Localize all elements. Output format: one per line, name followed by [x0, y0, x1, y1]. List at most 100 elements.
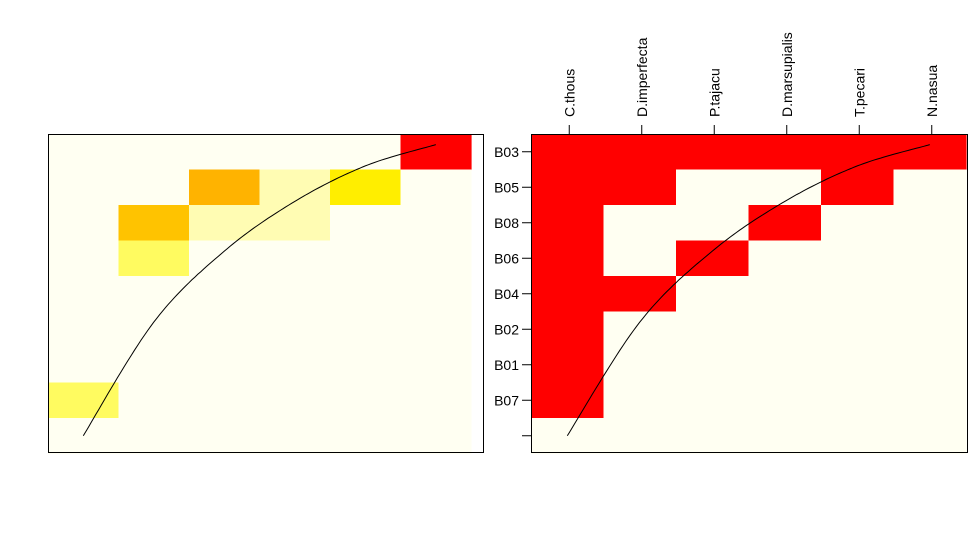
y-tick-label: B06	[494, 250, 519, 266]
heatmap-cell	[893, 205, 967, 242]
heatmap-cell	[748, 311, 822, 348]
heatmap-cell	[893, 382, 967, 419]
x-tick-label: D.imperfecta	[634, 37, 650, 117]
heatmap-cell	[48, 276, 120, 313]
heatmap-cell	[676, 134, 750, 171]
heatmap-cell	[531, 134, 605, 171]
heatmap-cell	[893, 240, 967, 277]
heatmap-cells	[48, 134, 472, 455]
heatmap-cell	[259, 205, 331, 242]
heatmap-cell	[189, 311, 261, 348]
heatmap-cell	[821, 134, 895, 171]
heatmap-cell	[48, 169, 120, 206]
heatmap-cell	[748, 240, 822, 277]
heatmap-cell	[118, 382, 190, 419]
x-axis: C.thous D.imperfecta P.tajacu D.marsupialis…	[561, 32, 940, 134]
heatmap-cell	[676, 205, 750, 242]
heatmap-cell	[189, 240, 261, 277]
heatmap-cell	[118, 347, 190, 384]
y-tick-label: B07	[494, 392, 519, 408]
heatmap-cell	[189, 134, 261, 171]
heatmap-cell	[531, 205, 605, 242]
heatmap-cell	[400, 276, 472, 313]
heatmap-cell	[676, 276, 750, 313]
heatmap-cell	[893, 311, 967, 348]
heatmap-cell	[821, 418, 895, 455]
heatmap-cell	[400, 347, 472, 384]
heatmap-cells	[531, 134, 967, 455]
heatmap-cell	[118, 169, 190, 206]
heatmap-cell	[330, 418, 402, 455]
x-tick-label: T.pecari	[851, 68, 867, 117]
heatmap-cell	[893, 276, 967, 313]
heatmap-cell	[330, 169, 402, 206]
heatmap-cell	[189, 382, 261, 419]
left-heatmap-panel	[48, 134, 484, 455]
heatmap-cell	[400, 134, 472, 171]
heatmap-cell	[48, 205, 120, 242]
heatmap-cell	[676, 240, 750, 277]
heatmap-cell	[748, 347, 822, 384]
heatmap-cell	[189, 347, 261, 384]
heatmap-cell	[893, 347, 967, 384]
heatmap-cell	[748, 276, 822, 313]
heatmap-cell	[118, 311, 190, 348]
heatmap-cell	[676, 347, 750, 384]
heatmap-cell	[676, 169, 750, 206]
heatmap-cell	[603, 205, 677, 242]
heatmap-cell	[603, 347, 677, 384]
heatmap-cell	[603, 134, 677, 171]
heatmap-cell	[259, 418, 331, 455]
heatmap-cell	[748, 418, 822, 455]
y-tick-label: B02	[494, 321, 519, 337]
heatmap-cell	[330, 347, 402, 384]
heatmap-cell	[603, 311, 677, 348]
y-tick-label: B01	[494, 357, 519, 373]
heatmap-cell	[821, 276, 895, 313]
heatmap-cell	[330, 205, 402, 242]
y-tick-label: B04	[494, 286, 519, 302]
heatmap-cell	[400, 240, 472, 277]
heatmap-cell	[748, 205, 822, 242]
heatmap-cell	[603, 169, 677, 206]
heatmap-cell	[821, 240, 895, 277]
heatmap-cell	[748, 382, 822, 419]
heatmap-cell	[821, 382, 895, 419]
heatmap-cell	[821, 205, 895, 242]
heatmap-cell	[118, 205, 190, 242]
heatmap-cell	[189, 205, 261, 242]
heatmap-cell	[400, 418, 472, 455]
heatmap-cell	[603, 382, 677, 419]
heatmap-cell	[330, 240, 402, 277]
heatmap-cell	[603, 418, 677, 455]
heatmap-cell	[893, 134, 967, 171]
x-tick-label: C.thous	[561, 69, 577, 117]
heatmap-cell	[531, 240, 605, 277]
heatmap-cell	[330, 276, 402, 313]
heatmap-cell	[48, 240, 120, 277]
right-heatmap-panel: B03 B05 B08 B06 B04 B02 B01 B07 C.thous D.imperfe…	[494, 32, 968, 455]
heatmap-cell	[189, 418, 261, 455]
heatmap-cell	[676, 418, 750, 455]
heatmap-cell	[330, 311, 402, 348]
heatmap-cell	[748, 134, 822, 171]
heatmap-cell	[400, 205, 472, 242]
heatmap-cell	[531, 311, 605, 348]
heatmap-cell	[531, 382, 605, 419]
heatmap-cell	[259, 382, 331, 419]
heatmap-cell	[531, 169, 605, 206]
heatmap-cell	[531, 418, 605, 455]
heatmap-cell	[893, 418, 967, 455]
heatmap-cell	[118, 276, 190, 313]
heatmap-cell	[821, 347, 895, 384]
heatmap-cell	[603, 276, 677, 313]
heatmap-cell	[821, 169, 895, 206]
heatmap-cell	[531, 347, 605, 384]
x-tick-label: P.tajacu	[706, 68, 722, 117]
heatmap-cell	[893, 169, 967, 206]
heatmap-cell	[259, 276, 331, 313]
heatmap-cell	[400, 169, 472, 206]
heatmap-cell	[531, 276, 605, 313]
heatmap-cell	[48, 382, 120, 419]
